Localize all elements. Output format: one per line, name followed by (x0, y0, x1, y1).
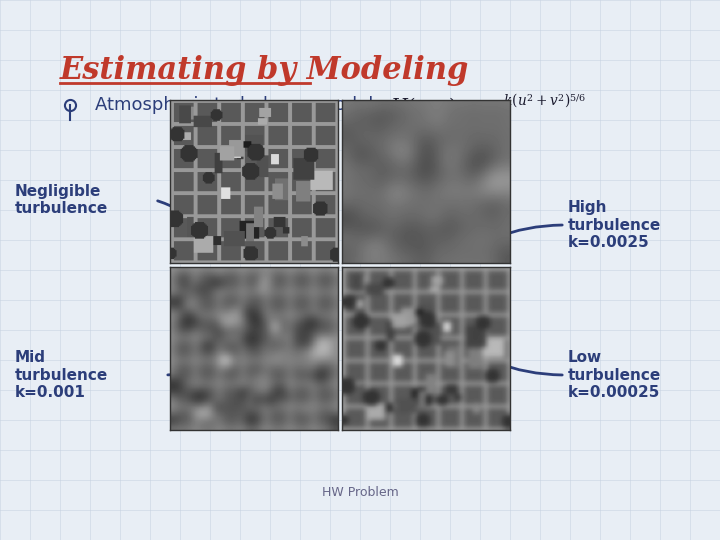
Text: Low
turbulence
k=0.00025: Low turbulence k=0.00025 (568, 350, 661, 400)
Text: Negligible
turbulence: Negligible turbulence (15, 184, 108, 216)
Text: Atmospheric turbulence model:: Atmospheric turbulence model: (95, 96, 379, 114)
Text: Mid
turbulence
k=0.001: Mid turbulence k=0.001 (15, 350, 108, 400)
Text: Estimating by Modeling: Estimating by Modeling (60, 55, 469, 85)
Text: $H(u,v) = e^{-k(u^2+v^2)^{5/6}}$: $H(u,v) = e^{-k(u^2+v^2)^{5/6}}$ (390, 92, 587, 118)
Text: High
turbulence
k=0.0025: High turbulence k=0.0025 (568, 200, 661, 250)
Text: HW Problem: HW Problem (322, 485, 398, 498)
